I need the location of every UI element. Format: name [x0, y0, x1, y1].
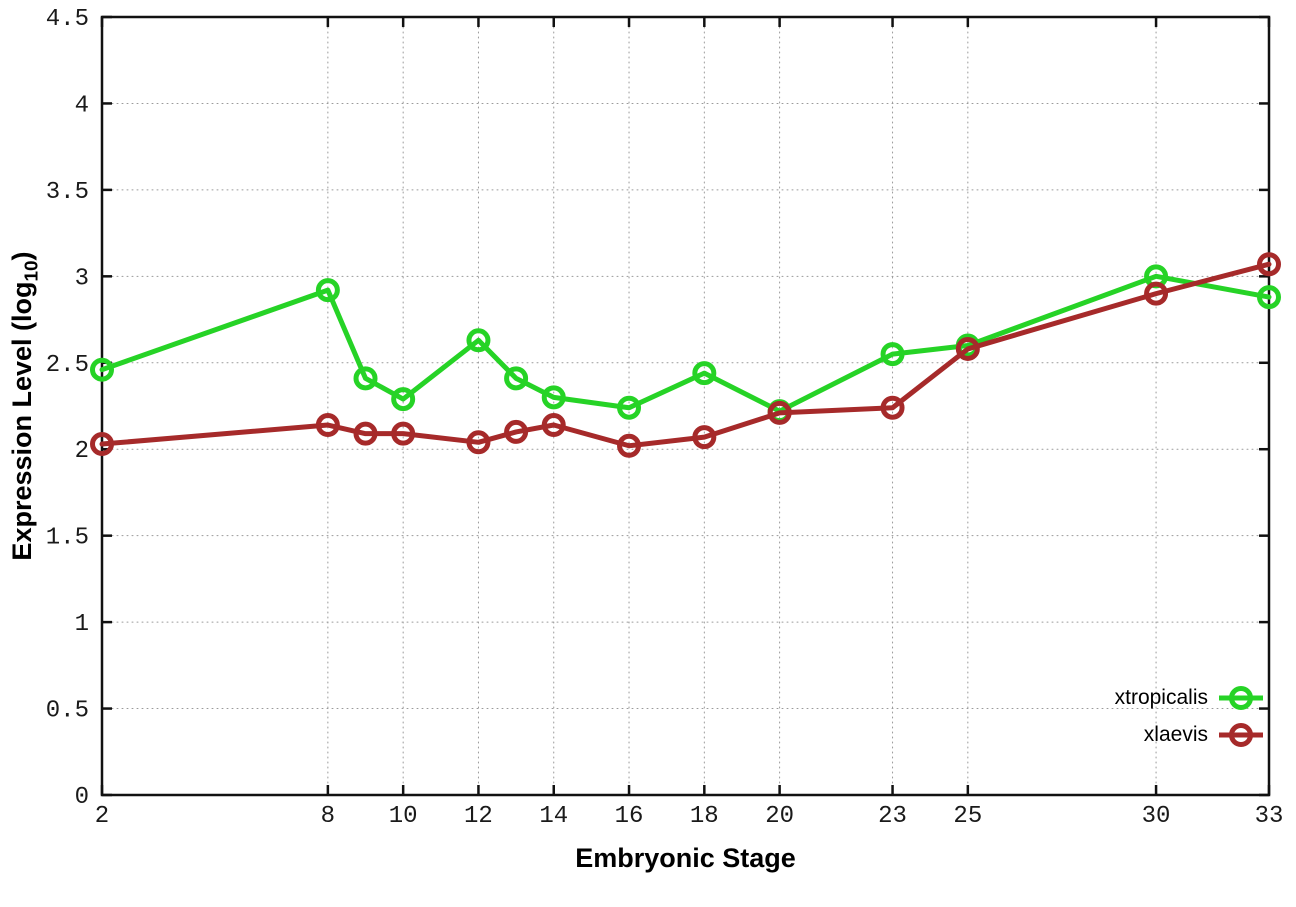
legend-marker-xlaevis-icon — [1219, 723, 1263, 747]
data-point-xtropicalis-stage-9 — [353, 366, 378, 391]
y-axis-title-subscript: 10 — [21, 260, 43, 282]
x-tick-label: 14 — [539, 803, 568, 830]
x-tick-label: 16 — [615, 803, 644, 830]
data-point-xlaevis-stage-33 — [1257, 252, 1281, 277]
legend-label-xlaevis: xlaevis — [1143, 723, 1208, 746]
x-axis-title: Embryonic Stage — [575, 843, 796, 873]
y-tick-label: 3.5 — [46, 179, 89, 206]
legend-marker-xtropicalis-icon — [1219, 686, 1263, 710]
x-tick-label: 8 — [321, 803, 335, 830]
data-point-xtropicalis-stage-8 — [315, 278, 340, 303]
data-point-xlaevis-stage-30 — [1144, 281, 1169, 306]
x-tick-label: 33 — [1255, 803, 1284, 830]
data-point-xtropicalis-stage-33 — [1257, 285, 1281, 310]
y-tick-label: 2.5 — [46, 352, 89, 379]
y-tick-label: 3 — [75, 265, 89, 292]
data-point-xtropicalis-stage-2 — [90, 357, 114, 382]
x-tick-label: 23 — [878, 803, 907, 830]
plot-border — [100, 15, 1271, 797]
legend-item-xtropicalis: xtropicalis — [1115, 682, 1264, 714]
data-point-xlaevis-stage-25 — [955, 336, 980, 361]
y-axis-title-close: ) — [7, 251, 37, 261]
data-point-xtropicalis-stage-23 — [880, 342, 905, 367]
data-point-xlaevis-stage-8 — [315, 413, 340, 438]
y-axis-title-main: Expression Level (log — [7, 281, 37, 561]
data-point-xlaevis-stage-14 — [541, 413, 566, 438]
data-point-xtropicalis-stage-18 — [692, 361, 717, 386]
y-tick-label: 1 — [75, 611, 89, 638]
y-tick-label: 0 — [75, 784, 89, 811]
y-tick-label: 0.5 — [46, 698, 89, 725]
data-point-xlaevis-stage-12 — [466, 430, 491, 455]
data-point-xlaevis-stage-20 — [767, 400, 792, 425]
data-point-xtropicalis-stage-12 — [466, 328, 491, 353]
data-point-xtropicalis-stage-13 — [504, 366, 529, 391]
legend-label-xtropicalis: xtropicalis — [1114, 686, 1208, 709]
x-tick-label: 18 — [690, 803, 719, 830]
legend: xtropicalis xlaevis — [1115, 682, 1264, 751]
x-tick-label: 10 — [389, 803, 418, 830]
y-axis-title: Expression Level (log10) — [7, 16, 47, 796]
series-line-xtropicalis — [99, 273, 1272, 414]
x-tick-label: 2 — [95, 803, 109, 830]
x-tick-label: 25 — [953, 803, 982, 830]
y-tick-label: 2 — [75, 438, 89, 465]
data-point-xlaevis-stage-18 — [692, 425, 717, 450]
data-point-xlaevis-stage-10 — [391, 421, 416, 446]
data-point-xlaevis-stage-16 — [617, 433, 642, 458]
legend-item-xlaevis: xlaevis — [1144, 719, 1264, 751]
y-tick-label: 1.5 — [46, 525, 89, 552]
x-tick-label: 20 — [765, 803, 794, 830]
data-point-xlaevis-stage-23 — [880, 395, 905, 420]
series-line-xlaevis — [99, 261, 1272, 449]
data-point-xlaevis-stage-13 — [504, 419, 529, 444]
x-tick-label: 30 — [1142, 803, 1171, 830]
data-point-xtropicalis-stage-14 — [541, 385, 566, 410]
data-point-xlaevis-stage-2 — [90, 432, 114, 457]
y-tick-label: 4 — [75, 92, 89, 119]
x-tick-label: 12 — [464, 803, 493, 830]
y-tick-label: 4.5 — [46, 6, 89, 33]
data-point-xtropicalis-stage-10 — [391, 387, 416, 412]
data-point-xtropicalis-stage-16 — [617, 395, 642, 420]
data-point-xlaevis-stage-9 — [353, 421, 378, 446]
